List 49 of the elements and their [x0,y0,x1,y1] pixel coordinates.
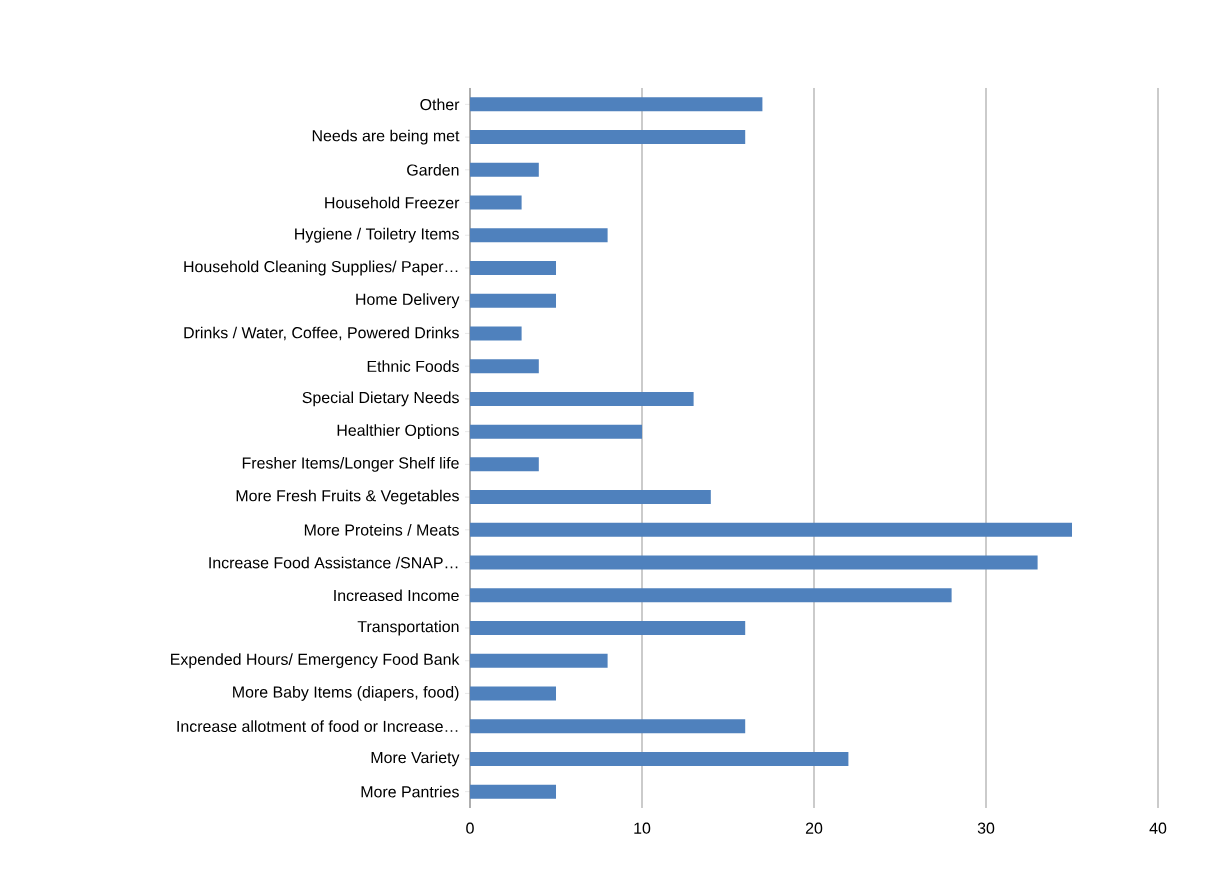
x-tick-label: 10 [634,822,651,834]
bar [470,686,557,701]
y-tick-label: Increase allotment of food or Increase… [177,720,458,733]
bar [470,326,522,341]
bar [470,260,557,275]
bar [470,130,746,145]
y-tick-label: Increased Income [334,589,459,602]
y-tick-label: More Pantries [361,785,459,798]
bar [470,228,608,243]
bar [470,719,746,734]
bar [470,293,557,308]
y-tick-label: Increase Food Assistance /SNAP… [209,556,458,569]
bar [470,784,557,799]
y-tick-label: Needs are being met [312,129,460,145]
y-tick-label: Home Delivery [356,293,460,309]
bar [470,751,849,766]
y-tick-label: More Variety [371,751,460,767]
x-tick-label: 40 [1149,822,1167,834]
bar [470,588,952,603]
bar [470,424,643,439]
x-tick-label: 0 [466,822,474,834]
bar [470,555,1038,570]
bar [470,457,539,472]
bar [470,391,694,406]
y-tick-label: Hygiene / Toiletry Items [295,227,459,243]
bar [470,195,522,210]
y-tick-label: Household Freezer [325,196,460,209]
x-tick-label: 30 [977,822,995,834]
bar [470,359,539,374]
y-tick-label: More Proteins / Meats [304,523,459,536]
y-tick-label: Household Cleaning Supplies/ Paper… [184,260,458,276]
bar [470,653,608,668]
bar [470,522,1073,537]
y-tick-label: Transportation [357,620,459,636]
x-tick-label: 20 [805,822,823,834]
bar [470,490,711,505]
y-tick-label: Special Dietary Needs [302,391,459,407]
y-tick-label: More Fresh Fruits & Vegetables [236,489,459,505]
y-tick-label: Drinks / Water, Coffee, Powered Drinks [184,326,459,341]
bar [470,620,746,635]
y-tick-label: More Baby Items (diapers, food) [233,686,459,701]
y-tick-label: Other [420,98,460,111]
bar [470,97,763,112]
y-tick-label: Ethnic Foods [367,360,459,373]
y-tick-label: Expended Hours/ Emergency Food Bank [171,653,460,669]
y-tick-label: Healthier Options [337,424,459,440]
bar [470,162,539,177]
y-tick-label: Fresher Items/Longer Shelf life [242,456,459,472]
y-tick-label: Garden [407,163,459,176]
